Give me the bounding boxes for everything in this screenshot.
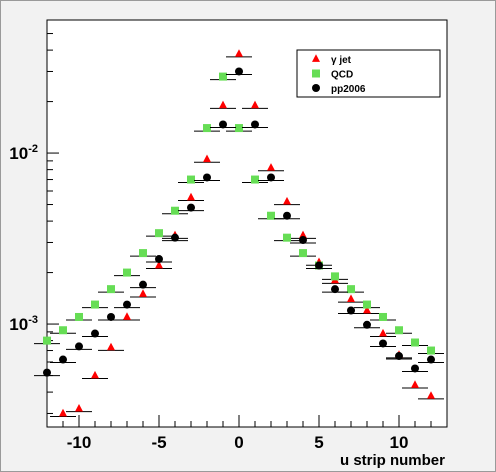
data-point bbox=[171, 233, 179, 242]
data-point bbox=[363, 320, 371, 329]
data-point bbox=[331, 272, 339, 281]
data-point bbox=[91, 329, 99, 338]
data-point bbox=[59, 408, 67, 417]
data-point bbox=[347, 285, 355, 294]
data-point bbox=[379, 339, 387, 348]
data-point bbox=[411, 364, 419, 373]
data-point bbox=[251, 175, 259, 184]
data-point bbox=[107, 342, 115, 351]
data-point bbox=[395, 352, 403, 361]
legend-label: pp2006 bbox=[331, 84, 366, 95]
data-point bbox=[299, 249, 307, 258]
data-point bbox=[75, 342, 83, 351]
data-point bbox=[299, 236, 307, 245]
data-point bbox=[427, 391, 435, 399]
y-tick-label: 10-2 bbox=[9, 143, 38, 163]
data-point bbox=[312, 54, 320, 62]
data-point bbox=[395, 326, 403, 335]
data-point bbox=[75, 312, 83, 321]
data-point bbox=[75, 403, 83, 412]
data-point bbox=[363, 305, 371, 314]
data-point bbox=[235, 124, 243, 133]
data-point bbox=[187, 175, 195, 184]
data-point bbox=[331, 285, 339, 294]
legend-box bbox=[296, 49, 441, 98]
x-tick-label: 5 bbox=[314, 433, 323, 452]
data-point bbox=[251, 120, 259, 129]
data-point bbox=[283, 211, 291, 220]
x-tick-label: -5 bbox=[151, 433, 166, 452]
series-3 bbox=[34, 67, 444, 377]
data-point bbox=[107, 285, 115, 294]
data-point bbox=[59, 326, 67, 335]
data-point bbox=[299, 230, 307, 239]
data-point bbox=[411, 380, 419, 388]
data-point bbox=[123, 312, 131, 320]
x-tick-label: -10 bbox=[67, 433, 92, 452]
data-point bbox=[171, 206, 179, 215]
data-point bbox=[59, 355, 67, 364]
data-point bbox=[347, 306, 355, 315]
x-tick-label: 10 bbox=[390, 433, 409, 452]
data-point bbox=[312, 84, 320, 92]
x-axis-title: u strip number bbox=[340, 452, 445, 469]
data-point bbox=[315, 261, 323, 270]
data-point bbox=[283, 233, 291, 242]
data-point bbox=[91, 300, 99, 309]
data-point bbox=[155, 229, 163, 238]
y-tick-label: 10-3 bbox=[9, 314, 38, 334]
data-point bbox=[123, 268, 131, 277]
data-point bbox=[139, 249, 147, 258]
data-point bbox=[203, 154, 211, 163]
data-point bbox=[139, 280, 147, 289]
legend-label: QCD bbox=[331, 70, 353, 81]
data-point bbox=[411, 338, 419, 347]
data-point bbox=[203, 124, 211, 133]
data-point bbox=[267, 163, 275, 171]
data-point bbox=[155, 260, 163, 269]
data-point bbox=[312, 69, 320, 78]
x-axis: -10 -5 0 5 10 bbox=[46, 415, 448, 452]
legend-item: pp2006 bbox=[312, 84, 366, 95]
data-point bbox=[91, 370, 99, 379]
data-point bbox=[107, 312, 115, 321]
legend-label: γ jet bbox=[331, 55, 352, 66]
data-point bbox=[347, 294, 355, 302]
data-point bbox=[235, 67, 243, 76]
x-tick-label: 0 bbox=[234, 433, 243, 452]
data-point bbox=[139, 289, 147, 297]
data-point bbox=[379, 328, 387, 337]
data-point bbox=[203, 173, 211, 182]
data-point bbox=[43, 336, 51, 345]
data-point bbox=[219, 100, 227, 109]
data-point bbox=[187, 192, 195, 201]
data-point bbox=[251, 100, 259, 109]
data-point bbox=[43, 368, 51, 377]
data-point bbox=[155, 255, 163, 264]
y-axis: 10-3 10-2 bbox=[9, 19, 59, 414]
data-point bbox=[267, 211, 275, 220]
legend-item: QCD bbox=[312, 69, 353, 81]
data-point bbox=[427, 346, 435, 355]
data-point bbox=[379, 312, 387, 321]
legend-item: γ jet bbox=[312, 54, 352, 66]
legend: γ jet QCD pp2006 bbox=[296, 49, 441, 98]
data-point bbox=[283, 196, 291, 205]
data-point bbox=[219, 120, 227, 129]
data-point bbox=[363, 300, 371, 309]
data-point bbox=[123, 300, 131, 309]
data-point bbox=[427, 355, 435, 364]
data-point bbox=[219, 72, 227, 81]
data-point bbox=[235, 49, 243, 57]
data-point bbox=[267, 173, 275, 182]
data-point bbox=[187, 203, 195, 212]
